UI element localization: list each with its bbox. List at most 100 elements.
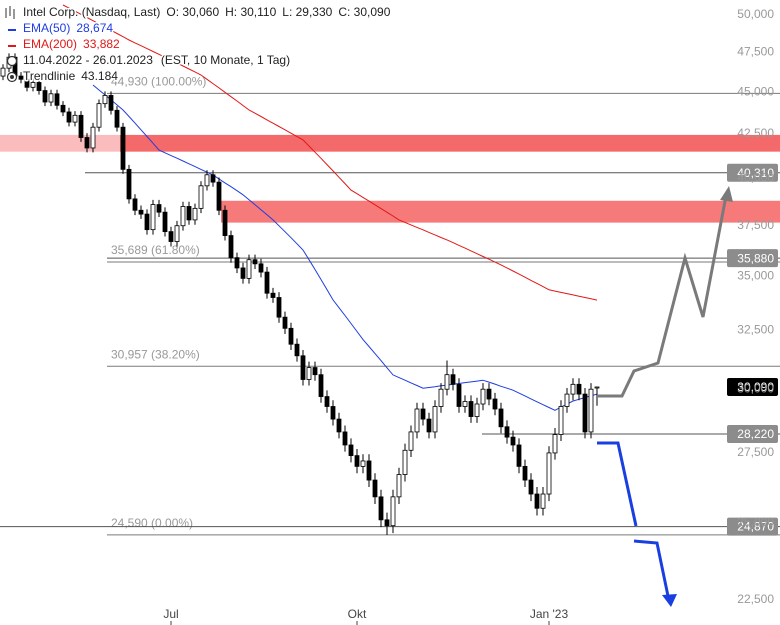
fib-label: 24,590 (0.00%) xyxy=(111,516,193,530)
ohlc-low: L: 29,330 xyxy=(282,5,332,19)
candle-body xyxy=(426,418,432,433)
candle-body xyxy=(414,408,420,433)
candles xyxy=(0,53,600,535)
candle-body xyxy=(342,431,348,446)
candle-body xyxy=(78,114,84,138)
legend: Intel Corp. (Nasdaq, Last) O: 30,060 H: 30… xyxy=(5,4,392,85)
x-tick-label: Jan '23 xyxy=(530,607,569,621)
candle-body xyxy=(546,452,552,495)
candle-body xyxy=(558,406,564,435)
ohlc-open: O: 30,060 xyxy=(166,5,219,19)
candle-body xyxy=(462,401,468,407)
price-box xyxy=(727,378,778,397)
fib-label: 35,689 (61.80%) xyxy=(111,243,200,257)
candle-body xyxy=(408,431,414,451)
y-tick-label: 37,500 xyxy=(737,218,774,232)
legend-trendline: Trendlinie 43.184 xyxy=(23,69,118,83)
legend-value: 28,674 xyxy=(76,21,113,35)
zone-fade xyxy=(0,134,120,152)
candle-body xyxy=(570,383,576,395)
scenario-up-head xyxy=(720,186,733,202)
candle-body xyxy=(18,75,24,80)
zones xyxy=(0,134,780,223)
y-tick-label: 27,500 xyxy=(737,445,774,459)
candle-body xyxy=(510,436,516,446)
candle-body xyxy=(204,174,210,187)
candle-body xyxy=(0,67,6,77)
candle-body xyxy=(552,434,558,454)
candle-body xyxy=(450,374,456,385)
candle-body xyxy=(306,367,312,380)
y-tick-label: 50,000 xyxy=(737,7,774,21)
candle-body xyxy=(48,93,54,103)
candle-body xyxy=(534,493,540,509)
candle-body xyxy=(522,465,528,481)
y-tick-label: 30,000 xyxy=(737,381,774,395)
legend-icon xyxy=(5,6,15,19)
ema-line xyxy=(62,4,598,301)
candle-body xyxy=(270,292,276,298)
y-tick-label: 22,500 xyxy=(737,592,774,606)
candle-body xyxy=(420,408,426,420)
candle-body xyxy=(216,181,222,211)
candle-body xyxy=(288,327,294,345)
candle-body xyxy=(108,95,114,111)
y-tick-label: 25,000 xyxy=(737,515,774,529)
candle-body xyxy=(168,231,174,242)
candle-body xyxy=(378,496,384,521)
candle-body xyxy=(312,367,318,376)
candle-body xyxy=(468,401,474,417)
axis: 40,310 35,880 30,090 28,220 24,870 22,500 25,0… xyxy=(163,7,778,625)
candle-body xyxy=(354,455,360,467)
candle-body xyxy=(540,493,546,509)
candle-body xyxy=(180,206,186,227)
candle-body xyxy=(300,355,306,380)
candle-body xyxy=(264,271,270,294)
candle-body xyxy=(246,259,252,279)
candle-body xyxy=(162,211,168,233)
candle-body xyxy=(282,316,288,329)
candle-body xyxy=(138,209,144,215)
candle-body xyxy=(516,444,522,467)
legend-title-row: Intel Corp. (Nasdaq, Last) O: 30,060 H: 30… xyxy=(23,5,391,19)
fib-label: 44,930 (100.00%) xyxy=(111,74,206,88)
candle-body xyxy=(324,396,330,407)
candle-body xyxy=(480,388,486,405)
scenario-up xyxy=(597,195,728,398)
candle-body xyxy=(126,168,132,200)
candle-body xyxy=(474,403,480,417)
price-box-label: 40,310 xyxy=(737,166,774,180)
candle-body xyxy=(360,460,366,467)
candle-body xyxy=(336,418,342,433)
y-tick-label: 47,500 xyxy=(737,45,774,59)
candle-body xyxy=(492,398,498,410)
candle-body xyxy=(186,206,192,221)
candle-body xyxy=(564,393,570,407)
candle-body xyxy=(24,78,30,88)
ema-line xyxy=(92,84,598,411)
period: 11.04.2022 - 26.01.2023 xyxy=(23,53,153,67)
candle-body xyxy=(90,126,96,149)
price-box-label: 24,870 xyxy=(737,520,774,534)
x-tick-label: Jul xyxy=(163,607,178,621)
candle-body xyxy=(54,93,60,106)
candle-body xyxy=(438,388,444,407)
candle-body xyxy=(228,235,234,259)
scenario-down-2 xyxy=(633,539,670,597)
candle-body xyxy=(42,90,48,103)
candle-body xyxy=(576,383,582,395)
candle-body xyxy=(498,408,504,428)
legend-title: Intel Corp. (Nasdaq, Last) xyxy=(23,5,160,19)
candle-body xyxy=(114,109,120,128)
candle-body xyxy=(96,103,102,128)
candle-body xyxy=(120,126,126,170)
candle-body xyxy=(192,207,198,221)
candle-body xyxy=(258,263,264,273)
candle-body xyxy=(594,386,600,389)
price-box-label: 30,090 xyxy=(737,380,774,394)
candle-body xyxy=(528,479,534,495)
candle-body xyxy=(384,519,390,527)
price-box-label: 35,880 xyxy=(737,251,774,265)
legend-name: EMA(50) xyxy=(23,21,70,35)
